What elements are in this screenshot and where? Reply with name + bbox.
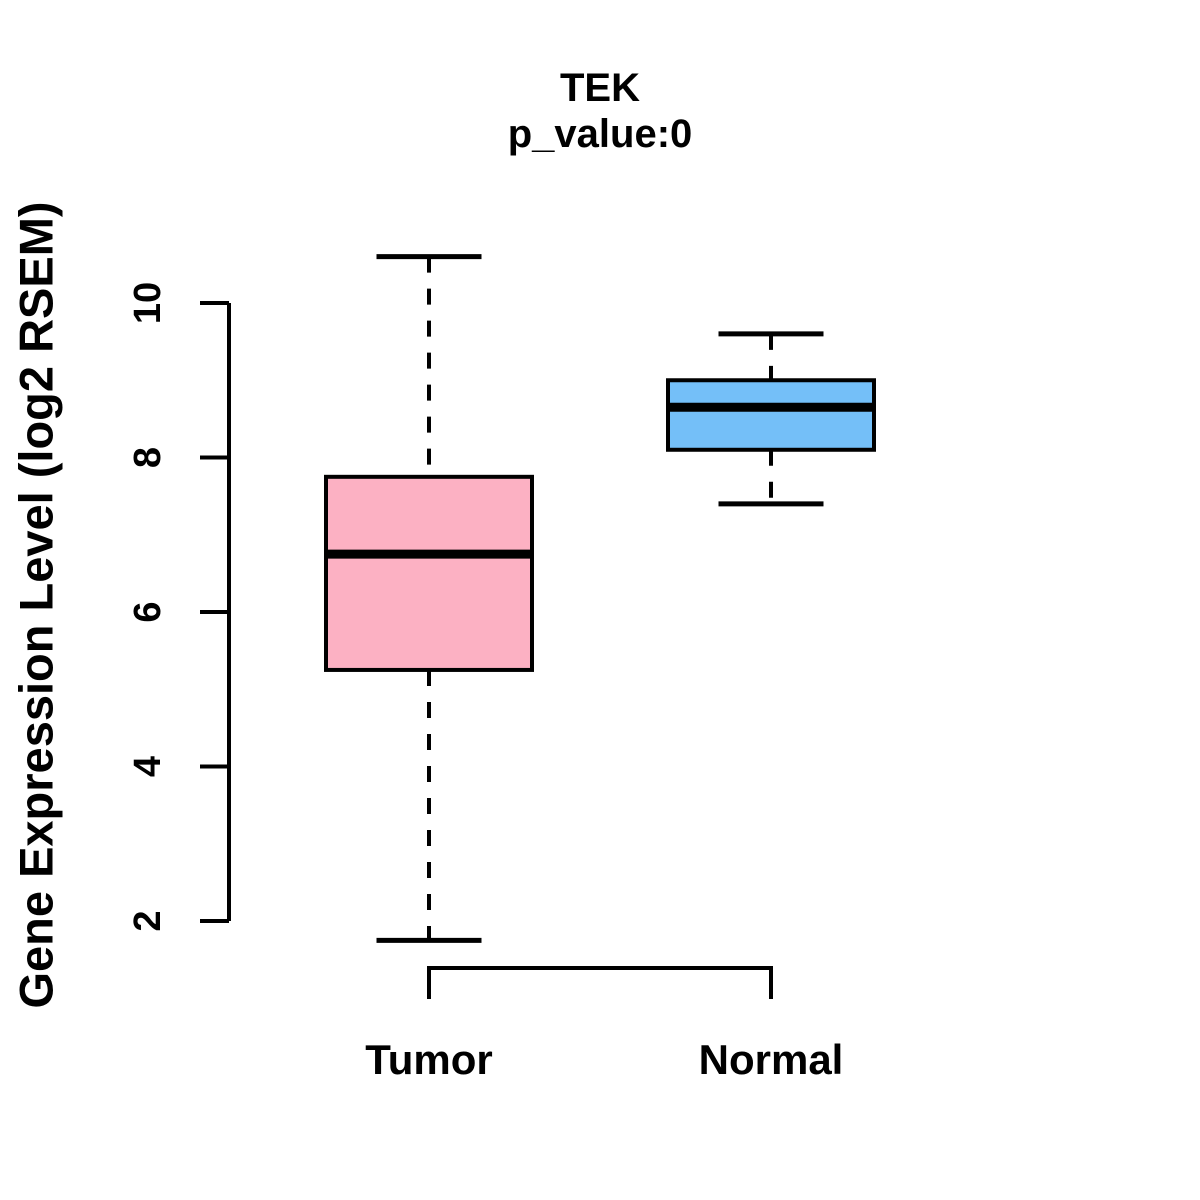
y-axis-tick-label: 10 <box>127 282 169 324</box>
x-category-label-tumor: Tumor <box>365 1036 493 1083</box>
y-axis-tick-label: 8 <box>127 447 169 468</box>
y-axis-tick-label: 4 <box>127 756 169 777</box>
y-axis-tick-label: 6 <box>127 601 169 622</box>
chart-title: TEK <box>560 66 640 110</box>
x-category-label-normal: Normal <box>699 1036 844 1083</box>
box-tumor <box>324 474 534 672</box>
x-axis-bracket <box>427 966 773 999</box>
y-axis-tick-label: 2 <box>127 910 169 931</box>
chart-subtitle: p_value:0 <box>507 112 693 156</box>
box-normal <box>666 378 876 452</box>
